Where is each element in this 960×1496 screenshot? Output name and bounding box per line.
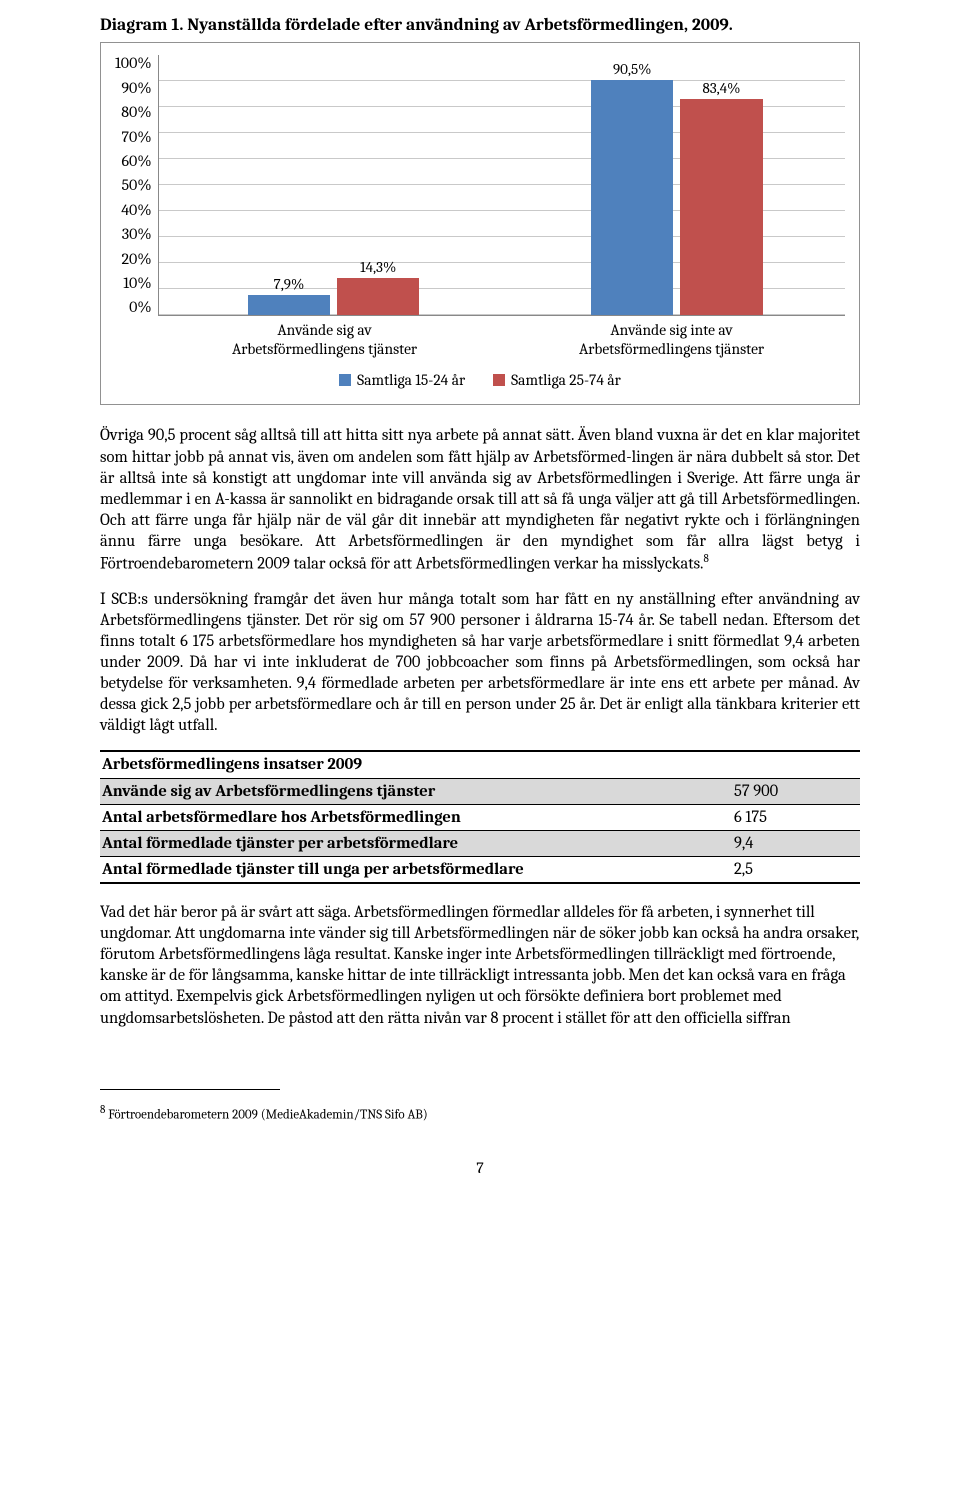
table-row-label: Antal förmedlade tjänster per arbetsförm… [100,830,732,856]
y-tick: 30% [122,226,152,242]
y-tick: 70% [122,129,152,145]
diagram-title: Diagram 1. Nyanställda fördelade efter a… [100,14,860,36]
bar-value-label: 83,4% [702,79,740,98]
y-tick: 60% [122,153,152,169]
paragraph-3: Vad det här beror på är svårt att säga. … [100,902,860,1029]
bar-value-label: 14,3% [360,258,396,277]
bar-group: 90,5%83,4% [502,55,845,315]
bar: 83,4% [680,99,762,316]
y-axis: 100% 90% 80% 70% 60% 50% 40% 30% 20% 10% 0% [115,55,158,315]
table-row-label: Antal arbetsförmedlare hos Arbetsförmedl… [100,804,732,830]
legend-item: Samtliga 25-74 år [493,371,621,391]
x-axis-label: Använde sig avArbetsförmedlingens tjänst… [151,315,498,358]
chart-frame: 100% 90% 80% 70% 60% 50% 40% 30% 20% 10% 0% 7,9% 14… [100,42,860,405]
bar-group: 7,9% 14,3% [159,55,502,315]
legend-swatch [493,374,505,386]
y-tick: 50% [121,177,151,193]
table-row-value: 9,4 [732,830,860,856]
y-tick: 10% [123,275,151,291]
bar: 14,3% [337,278,419,315]
y-tick: 80% [121,104,151,120]
footnote-8: 8 Förtroendebarometern 2009 (MedieAkadem… [100,1103,860,1124]
legend: Samtliga 15-24 år Samtliga 25-74 år [115,359,845,393]
bar: 7,9% [248,295,330,316]
bar-value-label: 90,5% [613,60,651,79]
legend-label: Samtliga 15-24 år [357,371,465,391]
paragraph-1-text: Övriga 90,5 procent såg alltså till att … [100,426,860,573]
footnote-ref-8: 8 [703,552,708,565]
x-axis-labels: Använde sig avArbetsförmedlingens tjänst… [151,315,845,358]
y-tick: 40% [121,202,151,218]
table-row-value: 6 175 [732,804,860,830]
chart-plot: 100% 90% 80% 70% 60% 50% 40% 30% 20% 10% 0% 7,9% 14… [115,55,845,315]
y-tick: 0% [129,299,152,315]
y-tick: 90% [121,80,151,96]
paragraph-1: Övriga 90,5 procent såg alltså till att … [100,425,860,574]
legend-label: Samtliga 25-74 år [511,371,621,391]
table-header: Arbetsförmedlingens insatser 2009 [100,751,860,778]
table-row-label: Antal förmedlade tjänster till unga per … [100,856,732,883]
bar-value-label: 7,9% [274,275,305,294]
legend-swatch [339,374,351,386]
table-row-label: Använde sig av Arbetsförmedlingens tjäns… [100,778,732,804]
y-tick: 100% [115,55,152,71]
y-tick: 20% [122,251,152,267]
plot-area: 7,9%14,3%90,5%83,4% [158,55,845,316]
footnote-text: Förtroendebarometern 2009 (MedieAkademin… [105,1107,427,1122]
legend-item: Samtliga 15-24 år [339,371,465,391]
stats-table: Arbetsförmedlingens insatser 2009 Använd… [100,750,860,884]
table-row: Antal arbetsförmedlare hos Arbetsförmedl… [100,804,860,830]
footnote-separator [100,1089,280,1090]
bar: 90,5% [591,80,673,315]
table-row-value: 57 900 [732,778,860,804]
page-number: 7 [100,1158,860,1178]
x-axis-label: Använde sig inte avArbetsförmedlingens t… [498,315,845,358]
paragraph-2: I SCB:s undersökning framgår det även hu… [100,589,860,737]
table-row-value: 2,5 [732,856,860,883]
table-row: Antal förmedlade tjänster till unga per … [100,856,860,883]
table-row: Använde sig av Arbetsförmedlingens tjäns… [100,778,860,804]
table-row: Antal förmedlade tjänster per arbetsförm… [100,830,860,856]
